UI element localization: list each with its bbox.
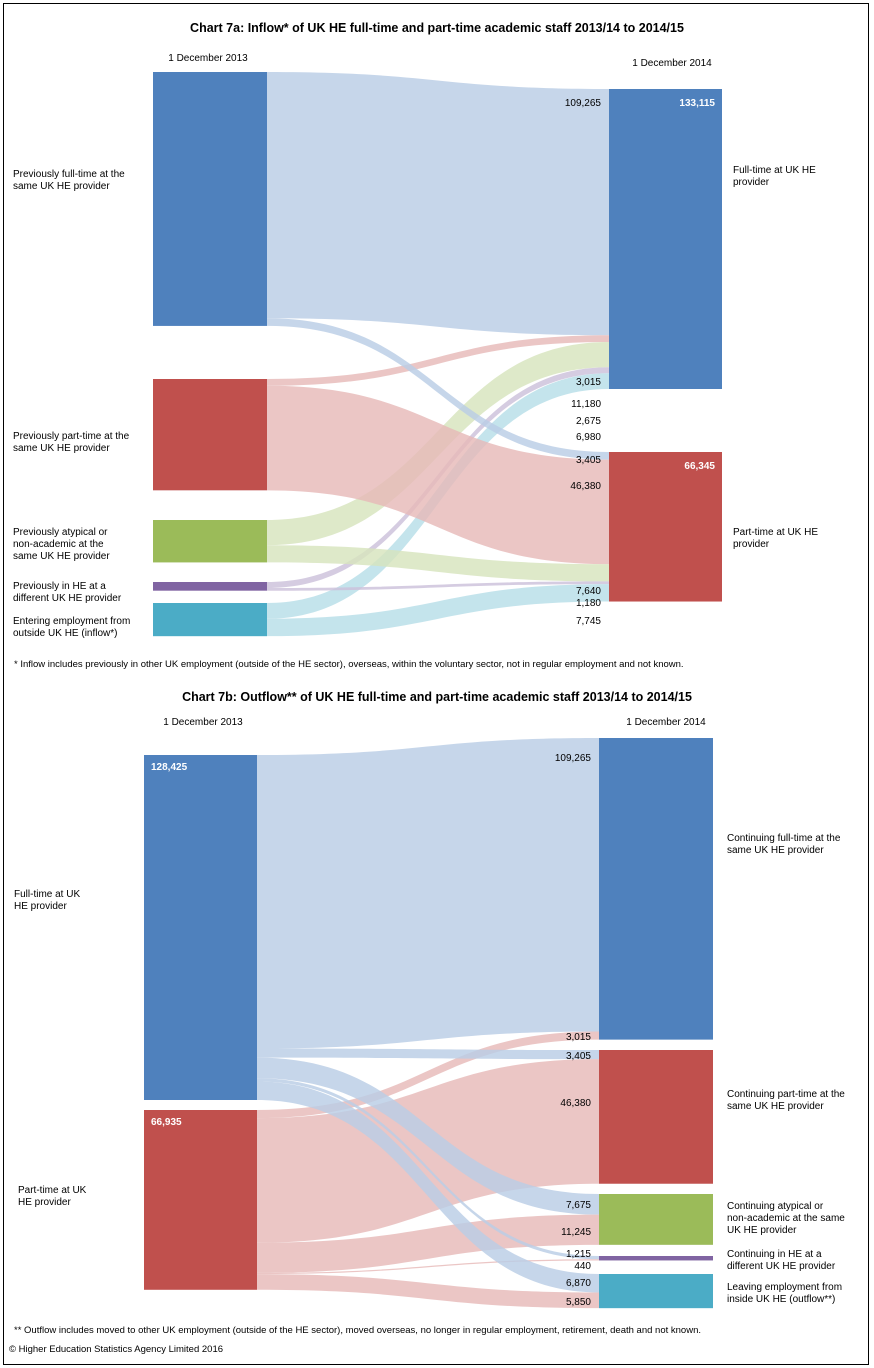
outflow-target-label: different UK HE provider <box>727 1261 836 1272</box>
outflow-band-5 <box>257 1214 599 1273</box>
inflow-target-node-0 <box>609 89 722 389</box>
inflow-source-label: non-academic at the <box>13 539 104 550</box>
chart-frame <box>3 3 869 1365</box>
outflow-band-9 <box>257 1274 599 1309</box>
inflow-value-label: 3,405 <box>576 455 601 466</box>
inflow-band-6 <box>267 385 609 565</box>
inflow-band-0 <box>267 72 609 336</box>
outflow-band-0 <box>257 738 599 1049</box>
inflow-source-label: outside UK HE (inflow*) <box>13 628 117 639</box>
inflow-value-label: 3,015 <box>576 377 601 388</box>
inflow-value-label: 109,265 <box>565 98 602 109</box>
outflow-target-label: same UK HE provider <box>727 845 824 856</box>
outflow-target-node-0 <box>599 738 713 1040</box>
inflow-source-label: Previously full-time at the <box>13 169 125 180</box>
outflow-target-label: same UK HE provider <box>727 1101 824 1112</box>
chart-7b-right-date: 1 December 2014 <box>626 717 706 728</box>
outflow-source-label: Part-time at UK <box>18 1185 87 1196</box>
inflow-source-node-4 <box>153 603 267 637</box>
chart-7a-title: Chart 7a: Inflow* of UK HE full-time and… <box>190 21 684 35</box>
inflow-source-label: Entering employment from <box>13 616 130 627</box>
outflow-band-8 <box>257 1081 599 1293</box>
outflow-value-label: 7,675 <box>566 1200 591 1211</box>
inflow-value-label: 46,380 <box>570 481 601 492</box>
outflow-source-total: 66,935 <box>151 1117 182 1128</box>
inflow-target-total: 66,345 <box>684 461 715 472</box>
inflow-source-label: Previously part-time at the <box>13 431 130 442</box>
outflow-source-label: HE provider <box>14 901 67 912</box>
inflow-value-label: 7,640 <box>576 586 601 597</box>
chart-7a-right-date: 1 December 2014 <box>632 58 712 69</box>
inflow-band-1 <box>267 335 609 386</box>
outflow-value-label: 6,870 <box>566 1278 591 1289</box>
outflow-value-label: 1,215 <box>566 1249 591 1260</box>
outflow-source-label: HE provider <box>18 1197 71 1208</box>
inflow-band-9 <box>267 584 609 637</box>
chart-7b-left-date: 1 December 2013 <box>163 717 243 728</box>
chart-7b-footnote: ** Outflow includes moved to other UK em… <box>14 1325 701 1336</box>
outflow-value-label: 440 <box>574 1261 591 1272</box>
outflow-band-2 <box>257 1048 599 1060</box>
outflow-band-6 <box>257 1078 599 1260</box>
outflow-target-label: Leaving employment from <box>727 1282 842 1293</box>
inflow-source-node-1 <box>153 379 267 491</box>
inflow-value-label: 11,180 <box>571 399 601 410</box>
outflow-source-node-1 <box>144 1110 257 1290</box>
outflow-value-label: 11,245 <box>561 1227 591 1238</box>
inflow-source-label: Previously in HE at a <box>13 581 106 592</box>
outflow-band-3 <box>257 1059 599 1243</box>
inflow-target-label: provider <box>733 177 770 188</box>
outflow-source-total: 128,425 <box>151 762 188 773</box>
outflow-target-node-1 <box>599 1050 713 1184</box>
outflow-band-7 <box>257 1259 599 1275</box>
outflow-target-label: Continuing in HE at a <box>727 1249 822 1260</box>
inflow-source-node-3 <box>153 582 267 591</box>
inflow-target-label: Full-time at UK HE <box>733 165 816 176</box>
inflow-source-label: different UK HE provider <box>13 593 122 604</box>
inflow-source-node-0 <box>153 72 267 326</box>
outflow-value-label: 3,405 <box>566 1051 591 1062</box>
inflow-source-label: same UK HE provider <box>13 551 110 562</box>
inflow-band-7 <box>267 545 609 582</box>
inflow-value-label: 1,180 <box>576 598 601 609</box>
outflow-target-label: non-academic at the same <box>727 1213 845 1224</box>
outflow-target-node-3 <box>599 1256 713 1261</box>
inflow-band-5 <box>267 318 609 460</box>
outflow-target-label: Continuing part-time at the <box>727 1089 845 1100</box>
chart-7b-title: Chart 7b: Outflow** of UK HE full-time a… <box>182 690 692 704</box>
inflow-source-label: same UK HE provider <box>13 443 110 454</box>
outflow-value-label: 5,850 <box>566 1297 591 1308</box>
inflow-value-label: 7,745 <box>576 616 601 627</box>
outflow-band-4 <box>257 1057 599 1215</box>
inflow-band-8 <box>267 581 609 591</box>
outflow-target-label: Continuing atypical or <box>727 1201 824 1212</box>
outflow-target-label: inside UK HE (outflow**) <box>727 1294 835 1305</box>
inflow-target-label: provider <box>733 539 770 550</box>
outflow-value-label: 3,015 <box>566 1032 591 1043</box>
outflow-source-label: Full-time at UK <box>14 889 80 900</box>
outflow-target-label: Continuing full-time at the <box>727 833 841 844</box>
outflow-band-1 <box>257 1031 599 1119</box>
inflow-source-label: same UK HE provider <box>13 181 110 192</box>
outflow-value-label: 46,380 <box>560 1098 591 1109</box>
outflow-target-label: UK HE provider <box>727 1225 797 1236</box>
outflow-source-node-0 <box>144 755 257 1100</box>
inflow-source-label: Previously atypical or <box>13 527 108 538</box>
inflow-source-node-2 <box>153 520 267 563</box>
chart-7a-footnote: * Inflow includes previously in other UK… <box>14 659 684 670</box>
inflow-target-total: 133,115 <box>679 98 715 109</box>
inflow-target-label: Part-time at UK HE <box>733 527 818 538</box>
outflow-value-label: 109,265 <box>555 753 592 764</box>
outflow-target-node-2 <box>599 1194 713 1245</box>
inflow-target-node-1 <box>609 452 722 602</box>
inflow-value-label: 6,980 <box>576 432 601 443</box>
inflow-value-label: 2,675 <box>576 416 601 427</box>
chart-7a-left-date: 1 December 2013 <box>168 53 248 64</box>
copyright-text: © Higher Education Statistics Agency Lim… <box>9 1344 223 1355</box>
outflow-target-node-4 <box>599 1274 713 1309</box>
